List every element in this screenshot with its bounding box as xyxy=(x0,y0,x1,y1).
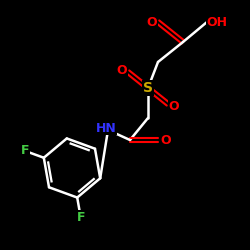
Text: O: O xyxy=(161,134,171,146)
Text: S: S xyxy=(143,81,153,95)
Text: O: O xyxy=(117,64,127,76)
Text: OH: OH xyxy=(206,16,228,28)
Text: O: O xyxy=(147,16,157,28)
Text: F: F xyxy=(21,144,29,158)
Text: HN: HN xyxy=(96,122,116,134)
Text: F: F xyxy=(76,211,85,224)
Text: O: O xyxy=(169,100,179,112)
